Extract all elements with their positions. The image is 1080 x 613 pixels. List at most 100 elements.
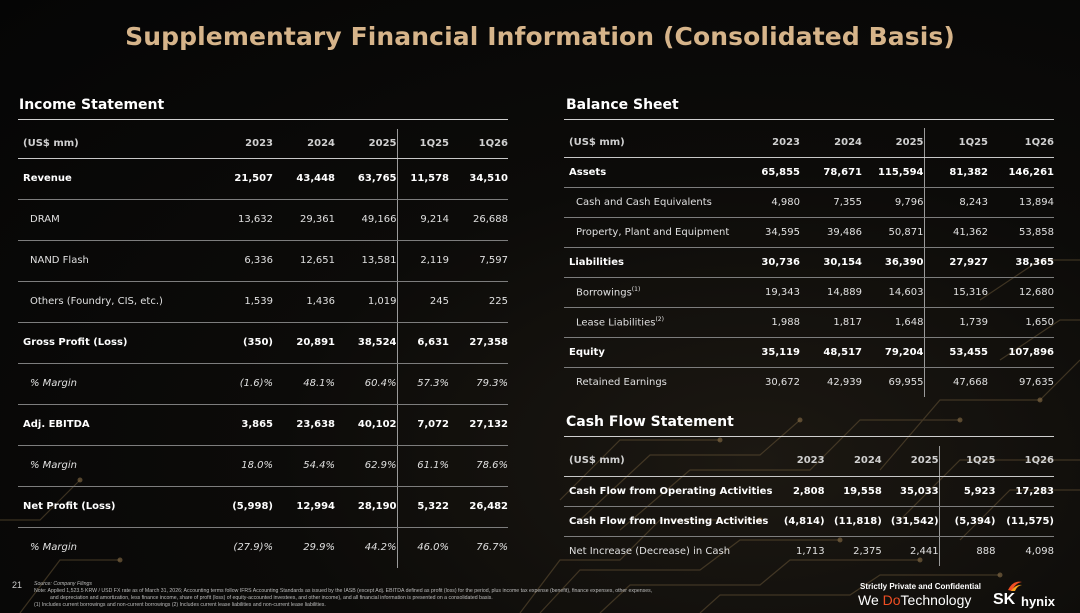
row-label-text: Borrowings bbox=[576, 287, 632, 299]
cell-value: 15,316 bbox=[923, 277, 988, 308]
cell-value: 18.0% bbox=[203, 445, 273, 487]
cell-value: 6,631 bbox=[396, 322, 449, 364]
footnote-note: Note: Applied 1,523.5 KRW / USD FX rate … bbox=[34, 588, 653, 594]
cell-value: 35,033 bbox=[881, 476, 940, 507]
cell-value: 41,362 bbox=[923, 217, 988, 248]
cell-value: 3,865 bbox=[203, 404, 273, 446]
cell-value: 36,390 bbox=[862, 247, 924, 278]
cell-value: (27.9)% bbox=[233, 542, 273, 554]
cell-value: 69,955 bbox=[888, 376, 924, 388]
cell-value: 7,597 bbox=[449, 240, 508, 282]
cell-value: 13,581 bbox=[335, 240, 397, 282]
cell-value: 27,132 bbox=[449, 404, 508, 446]
row-label: NAND Flash bbox=[18, 240, 203, 282]
table-row: DRAM 13,632 29,361 49,166 9,214 26,688 bbox=[18, 199, 508, 241]
row-label: Net Profit (Loss) bbox=[18, 486, 203, 528]
cell-value: 29,361 bbox=[273, 199, 335, 241]
cell-value: 14,889 bbox=[800, 277, 862, 308]
footnote-marker: (2) bbox=[655, 315, 664, 323]
cash-flow-title: Cash Flow Statement bbox=[566, 414, 734, 430]
cell-value: 39,486 bbox=[800, 217, 862, 248]
table-header-row: (US$ mm) 2023 2024 2025 1Q25 1Q26 bbox=[18, 129, 508, 159]
cell-value: 65,855 bbox=[734, 157, 800, 188]
row-label: Cash Flow from Operating Activities bbox=[564, 476, 773, 507]
table-header-row: (US$ mm) 2023 2024 2025 1Q25 1Q26 bbox=[564, 446, 1054, 477]
cell-value: 43,448 bbox=[273, 158, 335, 200]
table-row: Cash Flow from Operating Activities 2,80… bbox=[564, 476, 1054, 507]
col-header-1q25: 1Q25 bbox=[938, 446, 996, 477]
cell-value: 1,739 bbox=[923, 307, 988, 338]
cell-value: 34,510 bbox=[449, 158, 508, 200]
cell-value: 79,204 bbox=[862, 337, 924, 368]
cell-value: 19,558 bbox=[824, 476, 882, 507]
row-label: Property, Plant and Equipment bbox=[564, 217, 734, 248]
row-label: Others (Foundry, CIS, etc.) bbox=[18, 281, 203, 323]
cell-value: 13,632 bbox=[203, 199, 273, 241]
col-header-2025: 2025 bbox=[335, 129, 397, 159]
cell-value: 17,283 bbox=[995, 476, 1054, 507]
table-row: Adj. EBITDA 3,865 23,638 40,102 7,072 27… bbox=[18, 404, 508, 446]
cell-value: 9,214 bbox=[396, 199, 449, 241]
cell-value: 50,871 bbox=[862, 217, 924, 248]
cell-value: (4,814) bbox=[772, 506, 825, 537]
table-row: Lease Liabilities(2) 1,988 1,817 1,648 1… bbox=[564, 307, 1054, 338]
table-row: % Margin (27.9)% 29.9% 44.2% 46.0% 76.7% bbox=[18, 527, 508, 568]
row-label: Retained Earnings bbox=[576, 376, 667, 388]
logo-sk: SK bbox=[993, 591, 1016, 608]
units-header: (US$ mm) bbox=[18, 129, 203, 159]
row-label: Adj. EBITDA bbox=[18, 404, 203, 446]
slogan-we: We bbox=[858, 592, 879, 608]
cash-flow-table: (US$ mm) 2023 2024 2025 1Q25 1Q26 Cash F… bbox=[564, 446, 1054, 566]
row-label: Net Increase (Decrease) in Cash bbox=[569, 545, 731, 557]
row-label: Liabilities bbox=[564, 247, 734, 278]
table-row: Cash and Cash Equivalents 4,980 7,355 9,… bbox=[564, 187, 1054, 218]
income-statement-table: (US$ mm) 2023 2024 2025 1Q25 1Q26 Revenu… bbox=[18, 129, 508, 568]
cell-value: 79.3% bbox=[449, 363, 508, 405]
cell-value: 245 bbox=[396, 281, 449, 323]
cell-value: 61.1% bbox=[396, 445, 449, 487]
col-header-1q26: 1Q26 bbox=[449, 129, 508, 159]
sk-hynix-logo: SK hynix bbox=[993, 581, 1073, 610]
table-row: Property, Plant and Equipment 34,595 39,… bbox=[564, 217, 1054, 248]
cell-value: 26,482 bbox=[449, 486, 508, 528]
row-label-text: Lease Liabilities bbox=[576, 317, 656, 329]
cell-value: (350) bbox=[203, 322, 273, 364]
col-header-2024: 2024 bbox=[800, 128, 862, 158]
col-header-2024: 2024 bbox=[273, 129, 335, 159]
col-header-2025: 2025 bbox=[881, 446, 940, 477]
cell-value: 1,648 bbox=[862, 307, 924, 338]
cell-value: 46.0% bbox=[396, 527, 449, 568]
table-row: Borrowings(1) 19,343 14,889 14,603 15,31… bbox=[564, 277, 1054, 308]
cell-value: 47,668 bbox=[923, 367, 988, 397]
row-label: Revenue bbox=[18, 158, 203, 200]
balance-sheet-divider bbox=[564, 119, 1054, 120]
cell-value: 20,891 bbox=[273, 322, 335, 364]
table-row: Gross Profit (Loss) (350) 20,891 38,524 … bbox=[18, 322, 508, 364]
cell-value: 6,336 bbox=[203, 240, 273, 282]
row-label: Cash and Cash Equivalents bbox=[564, 187, 734, 218]
slogan-technology: Technology bbox=[900, 592, 972, 608]
cash-flow-divider bbox=[564, 436, 1054, 437]
row-label: DRAM bbox=[18, 199, 203, 241]
cell-value: 12,651 bbox=[273, 240, 335, 282]
cell-value: 1,713 bbox=[795, 545, 825, 557]
row-label: % Margin bbox=[18, 363, 203, 405]
cell-value: 49,166 bbox=[335, 199, 397, 241]
cell-value: 1,650 bbox=[988, 307, 1054, 338]
col-header-2025: 2025 bbox=[862, 128, 924, 158]
cell-value: 2,808 bbox=[772, 476, 825, 507]
cell-value: 4,980 bbox=[734, 187, 800, 218]
col-header-1q25: 1Q25 bbox=[396, 129, 449, 159]
footnotes: Source: Company Filings Note: Applied 1,… bbox=[34, 581, 834, 609]
cell-value: 11,578 bbox=[396, 158, 449, 200]
cell-value: 19,343 bbox=[734, 277, 800, 308]
table-row: Assets 65,855 78,671 115,594 81,382 146,… bbox=[564, 157, 1054, 188]
footnote-definitions: (1) Includes current borrowings and non-… bbox=[34, 602, 326, 608]
cell-value: 38,524 bbox=[335, 322, 397, 364]
cell-value: 81,382 bbox=[923, 157, 988, 188]
cell-value: 48.1% bbox=[273, 363, 335, 405]
table-row: NAND Flash 6,336 12,651 13,581 2,119 7,5… bbox=[18, 240, 508, 282]
page-number: 21 bbox=[12, 580, 23, 590]
row-label: Cash Flow from Investing Activities bbox=[564, 506, 773, 537]
cell-value: 8,243 bbox=[923, 187, 988, 218]
